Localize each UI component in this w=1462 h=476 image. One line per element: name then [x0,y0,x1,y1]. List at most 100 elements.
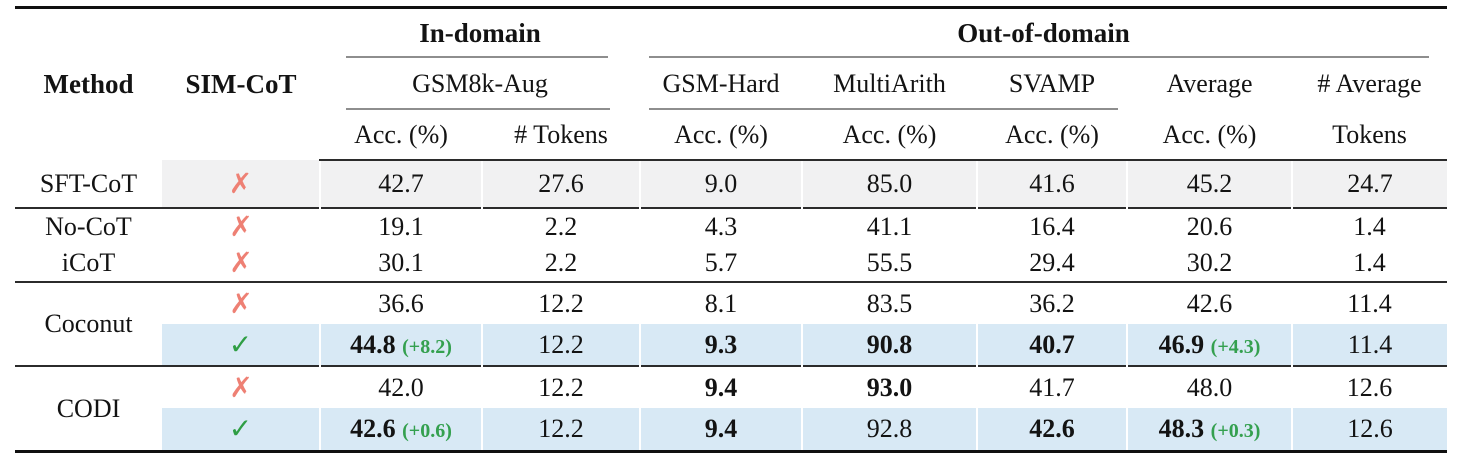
cell-value: 9.0 [704,169,738,199]
table-body: SFT-CoT ✗ 42.7 27.6 9.0 85.0 41.6 45.2 24.7 No-Co… [15,160,1448,450]
cell-value: 1.4 [1353,212,1386,242]
cell-value: 42.6 [1186,288,1233,318]
value-cell: 92.8 [801,408,978,450]
method-cell: CODI [15,365,162,450]
cell-value: 93.0 [866,372,913,402]
cell-value: 9.4 [704,414,738,444]
value-cell: 12.6 [1292,365,1448,408]
value-cell: 9.4 [639,408,803,450]
cell-value: 55.5 [866,248,913,278]
value-cell: 36.6 [320,281,482,324]
cell-value: 5.7 [704,248,738,278]
cell-value: 11.4 [1347,329,1393,359]
cell-value: 40.7 [1029,329,1075,359]
value-cell: 9.4 [640,365,803,408]
col-header-tokens: Tokens [1292,110,1448,161]
cell-value: 41.6 [1029,169,1075,199]
cell-value: 42.6 [1029,414,1075,444]
cell-value: 12.2 [538,329,584,359]
cell-value: 48.3 [1158,414,1205,444]
cell-value: 12.2 [538,414,584,444]
cell-value: 4.3 [704,212,738,242]
value-cell: 27.6 [480,160,641,208]
cell-value: 11.4 [1347,288,1392,318]
delta-badge: (+0.3) [1210,420,1261,443]
delta-badge: (+4.3) [1210,335,1261,358]
cell-value: 9.4 [704,372,738,402]
header-row-metrics: Acc. (%) # Tokens Acc. (%) Acc. (%) Acc.… [15,110,1448,161]
table-header: Method SIM-CoT In-domain Out-of-domain G… [15,9,1448,161]
method-cell: SFT-CoT [39,168,138,198]
check-icon: ✓ [162,324,320,366]
value-cell: 93.0 [802,365,978,408]
cell-value: 12.6 [1347,414,1393,444]
delta-badge: (+8.2) [402,335,452,358]
cell-value: 16.4 [1029,212,1075,242]
col-header-gsm8k-aug: GSM8k-Aug [320,58,640,110]
value-cell: 11.4 [1292,281,1448,324]
col-header-method: Method [43,69,134,100]
table-row: No-CoT ✗ 19.1 2.2 4.3 41.1 16.4 20.6 1.4 [15,207,1448,245]
value-cell: 11.4 [1291,324,1448,366]
cell-value: 36.2 [1029,288,1075,318]
col-header-acc-multiarith: Acc. (%) [802,110,978,161]
col-group-out-of-domain: Out-of-domain [640,9,1447,58]
method-cell: No-CoT [15,207,162,245]
cell-value: 41.1 [866,212,913,242]
value-cell: 19.1 [320,207,482,245]
value-cell: 1.4 [1292,245,1447,282]
col-header-num-tokens: # Tokens [482,110,641,161]
value-cell: 55.5 [802,245,977,282]
value-cell: 30.1 [320,245,482,282]
value-cell: 2.2 [482,245,640,282]
value-cell: 20.6 [1127,207,1293,245]
value-cell: 48.3 (+0.3) [1126,408,1293,450]
table-row: ✓ 44.8 (+8.2) 12.2 9.3 90.8 40.7 46.9 (+4.3) 11… [15,324,1448,366]
cell-value: 85.0 [866,169,913,199]
value-cell: 1.4 [1292,207,1448,245]
col-header-acc-average: Acc. (%) [1127,110,1293,161]
cell-value: 42.6 [350,414,396,444]
col-header-num-average: # Average [1317,69,1422,99]
value-cell: 45.2 [1126,160,1293,208]
cell-value: 12.6 [1346,372,1393,402]
cross-icon: ✗ [162,281,320,324]
cell-value: 29.4 [1029,248,1075,278]
value-cell: 30.2 [1127,245,1292,282]
value-cell: 90.8 [801,324,978,366]
table-row: CODI ✗ 42.0 12.2 9.4 93.0 41.7 48.0 12.6 [15,365,1448,450]
cell-value: 41.7 [1029,372,1075,402]
value-cell: 42.6 (+0.6) [319,408,482,450]
value-cell: 12.2 [480,408,641,450]
value-cell: 44.8 (+8.2) [319,324,482,366]
cell-value: 83.5 [866,288,913,318]
value-cell: 9.3 [639,324,803,366]
value-cell: 36.2 [977,281,1128,324]
col-header-svamp: SVAMP [977,58,1127,110]
value-cell: 12.2 [482,281,641,324]
value-cell: 16.4 [977,207,1128,245]
value-cell: 4.3 [640,207,803,245]
cell-value: 12.2 [538,372,584,402]
value-cell: 42.0 [320,365,482,408]
value-cell: 42.6 [976,408,1128,450]
value-cell: 29.4 [977,245,1127,282]
value-cell: 5.7 [640,245,802,282]
check-icon: ✓ [162,408,320,450]
cell-value: 92.8 [866,414,913,444]
value-cell: 12.2 [482,365,641,408]
col-header-acc-gsm-hard: Acc. (%) [640,110,803,161]
table-row: Coconut ✗ 36.6 12.2 8.1 83.5 36.2 42.6 11.4 [15,281,1448,366]
cross-icon: ✗ [162,365,320,408]
col-header-gsm-hard: GSM-Hard [640,58,803,110]
col-header-multiarith: MultiArith [802,58,978,110]
value-cell: 42.7 [319,160,482,208]
cell-value: 12.2 [538,288,584,318]
value-cell: 12.2 [480,324,641,366]
cross-icon: ✗ [229,246,253,280]
results-table-container: Method SIM-CoT In-domain Out-of-domain G… [15,6,1448,453]
header-row-groups: Method SIM-CoT In-domain Out-of-domain [15,9,1447,99]
value-cell: 85.0 [801,160,978,208]
cell-value: 44.8 [350,329,396,359]
value-cell: 42.6 [1127,281,1293,324]
